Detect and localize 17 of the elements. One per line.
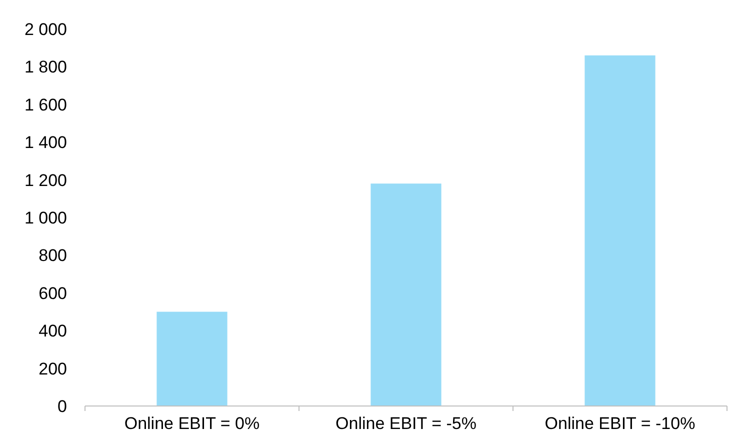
y-tick-label: 1 400 — [24, 133, 67, 152]
y-tick-label: 2 000 — [24, 20, 67, 39]
y-tick-label: 800 — [38, 246, 67, 266]
bar — [370, 184, 442, 406]
y-tick-label: 1 800 — [24, 58, 67, 77]
x-tick-label: Online EBIT = -5% — [336, 414, 476, 433]
y-tick-label: 200 — [38, 359, 67, 378]
bar — [584, 55, 656, 406]
y-tick-label: 1 600 — [24, 95, 67, 114]
y-tick-label: 600 — [38, 284, 67, 303]
y-tick-label: 0 — [58, 396, 67, 416]
y-tick-label: 400 — [38, 322, 67, 341]
bar — [156, 312, 228, 406]
x-tick-label: Online EBIT = -10% — [544, 414, 696, 433]
y-tick-label: 1 000 — [24, 208, 67, 228]
y-tick-label: 1 200 — [24, 170, 67, 190]
x-tick-label: Online EBIT = 0% — [124, 414, 260, 433]
